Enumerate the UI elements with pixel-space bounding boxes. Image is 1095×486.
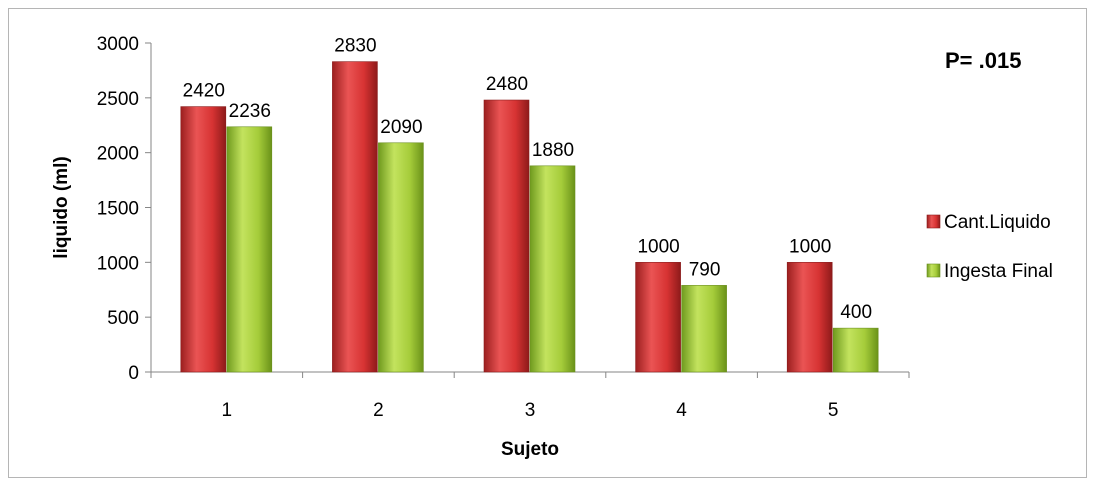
- data-label: 790: [689, 259, 721, 280]
- data-label: 1000: [637, 236, 679, 257]
- bar-ingesta-final: [681, 285, 727, 373]
- data-label: 1880: [532, 140, 574, 161]
- legend-swatch: [926, 214, 941, 229]
- p-value-annotation: P= .015: [945, 48, 1021, 73]
- x-axis-title: Sujeto: [501, 439, 559, 460]
- data-label: 2236: [229, 101, 271, 122]
- bar-cant-liquido: [786, 262, 833, 373]
- bar-ingesta-final: [226, 126, 273, 373]
- y-tick-label: 2500: [97, 89, 139, 110]
- y-axis: 0 500 1000 1500 2000 2500 3000: [97, 34, 152, 384]
- y-tick-label: 0: [128, 363, 139, 384]
- bar-cant-liquido: [332, 61, 378, 373]
- y-tick-label: 3000: [97, 34, 139, 55]
- data-label: 400: [840, 302, 872, 323]
- data-label: 1000: [789, 236, 831, 257]
- data-label: 2480: [486, 74, 528, 95]
- y-tick-label: 2000: [97, 144, 139, 165]
- legend-label: Ingesta Final: [944, 261, 1053, 282]
- bar-ingesta-final: [529, 165, 576, 373]
- x-tick-label: 1: [222, 400, 233, 421]
- bar-cant-liquido: [635, 262, 681, 373]
- y-tick-label: 500: [107, 308, 139, 329]
- data-label: 2420: [183, 81, 225, 102]
- x-tick-label: 2: [373, 400, 384, 421]
- x-axis: 1 2 3 4 5: [150, 371, 910, 421]
- x-tick-label: 4: [676, 400, 687, 421]
- y-tick-label: 1500: [97, 199, 139, 220]
- bar-cant-liquido: [483, 99, 530, 373]
- legend: Cant.Liquido Ingesta Final: [926, 212, 1053, 282]
- legend-swatch: [926, 263, 941, 278]
- bar-ingesta-final: [832, 327, 879, 373]
- data-label: 2090: [380, 117, 422, 138]
- bar-ingesta-final: [378, 142, 424, 373]
- data-label: 2830: [334, 36, 376, 57]
- bars: [180, 61, 879, 373]
- bar-cant-liquido: [180, 106, 227, 373]
- x-tick-label: 3: [525, 400, 536, 421]
- x-tick-label: 5: [828, 400, 839, 421]
- legend-label: Cant.Liquido: [944, 212, 1051, 233]
- y-tick-label: 1000: [97, 253, 139, 274]
- y-axis-title: liquido (ml): [51, 156, 72, 258]
